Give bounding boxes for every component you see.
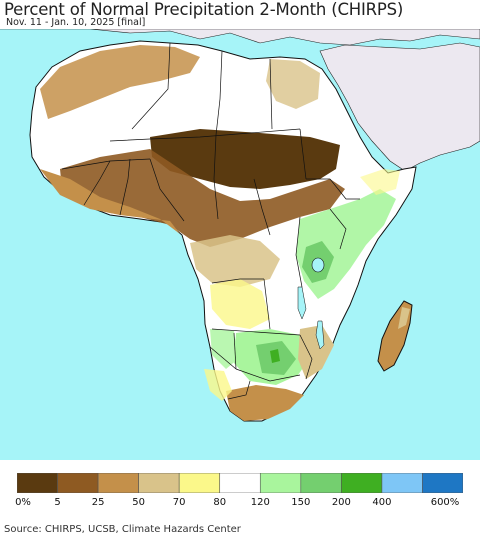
map-title: Percent of Normal Precipitation 2-Month … [4,0,404,19]
legend-swatch [259,473,302,493]
country-borders [61,42,360,400]
legend-tick-label: 200 [331,497,351,508]
legend-swatch [57,473,99,493]
map-subtitle: Nov. 11 - Jan. 10, 2025 [final] [6,17,146,28]
legend-tick-label: 0% [15,497,31,508]
legend-swatch [300,473,342,493]
legend-swatch [178,473,221,493]
legend-tick-label: 600% [430,497,460,508]
legend-tick-label: 50 [132,497,145,508]
legend-tick-label: 70 [172,497,186,508]
legend-swatch [422,473,463,493]
source-credit: Source: CHIRPS, UCSB, Climate Hazards Ce… [4,524,241,535]
zone-sahel-dark [150,129,340,189]
legend-swatch [17,473,58,493]
legend-tick-label: 5 [54,497,61,508]
legend-swatch [341,473,383,493]
zone-sahara-white [90,75,300,141]
lake-malawi [315,320,325,350]
zone-egypt-dry [266,59,320,109]
lake-tanganyika [297,286,307,320]
zone-central-tan [190,235,280,287]
legend-tick-label: 120 [250,497,270,508]
legend-swatch [381,473,423,493]
zone-namibia-yellow [204,369,232,401]
zone-zambia-blue [270,349,280,363]
madagascar-north-wet [398,307,410,329]
legend-swatch [219,473,261,493]
zone-congo-yellow [210,279,270,329]
precipitation-map [0,29,480,460]
lake-victoria [311,257,325,273]
zone-northwest-dry [40,45,200,119]
legend-swatch [138,473,180,493]
zone-sahel-brown [60,149,345,247]
zone-angola-green [210,329,238,369]
zone-mozambique-tan [298,325,334,379]
legend-tick-labels: 0% 5 25 50 70 80 120 150 200 400 600% [0,497,480,511]
europe-landmass [0,29,480,46]
legend-tick-label: 400 [372,497,392,508]
zone-horn-yellow [360,169,400,195]
legend-tick-label: 150 [291,497,311,508]
legend-colorbar [17,473,463,493]
zone-south-africa-dry [226,385,304,421]
middle-east-landmass [319,42,480,172]
legend-swatch [97,473,139,493]
legend-tick-label: 80 [213,497,227,508]
legend-tick-label: 25 [91,497,105,508]
zone-westafrica-tan [40,169,180,234]
